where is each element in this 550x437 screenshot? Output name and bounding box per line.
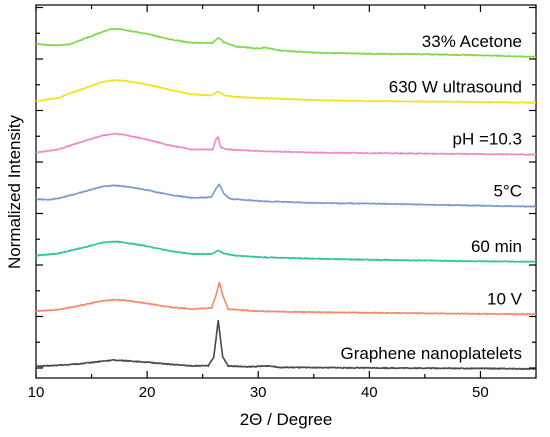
series-label-ph-10-3: pH =10.3	[453, 130, 522, 149]
x-tick-label: 40	[361, 384, 378, 401]
y-axis-title: Normalized Intensity	[5, 115, 24, 270]
series-line-ph-10-3	[35, 132, 537, 156]
series-line-graphene-nanoplatelets	[35, 319, 537, 371]
x-tick-label: 30	[250, 384, 267, 401]
series-group	[35, 27, 537, 371]
series-line-33-acetone	[35, 27, 537, 58]
series-line-5-c	[35, 183, 537, 208]
series-label-630-w-ultrasound: 630 W ultrasound	[389, 78, 522, 97]
plot-frame	[35, 4, 537, 379]
series-label-10-v: 10 V	[487, 289, 523, 308]
series-line-10-v	[35, 281, 537, 316]
series-label-60-min: 60 min	[471, 237, 522, 256]
series-label-5-c: 5°C	[493, 182, 522, 201]
series-line-60-min	[35, 240, 537, 263]
series-labels: Graphene nanoplatelets 10 V 60 min 5°C pH =1…	[341, 32, 523, 363]
series-line-630-w-ultrasound	[35, 79, 537, 104]
series-label-graphene-nanoplatelets: Graphene nanoplatelets	[341, 344, 522, 363]
x-tick-label: 10	[28, 384, 45, 401]
x-axis-title: 2Θ / Degree	[240, 410, 333, 429]
x-tick-label: 50	[472, 384, 489, 401]
x-tick-labels: 10 20 30 40 50	[28, 384, 489, 401]
x-tick-label: 20	[139, 384, 156, 401]
series-label-33-acetone: 33% Acetone	[422, 32, 522, 51]
axis-ticks	[35, 5, 537, 378]
